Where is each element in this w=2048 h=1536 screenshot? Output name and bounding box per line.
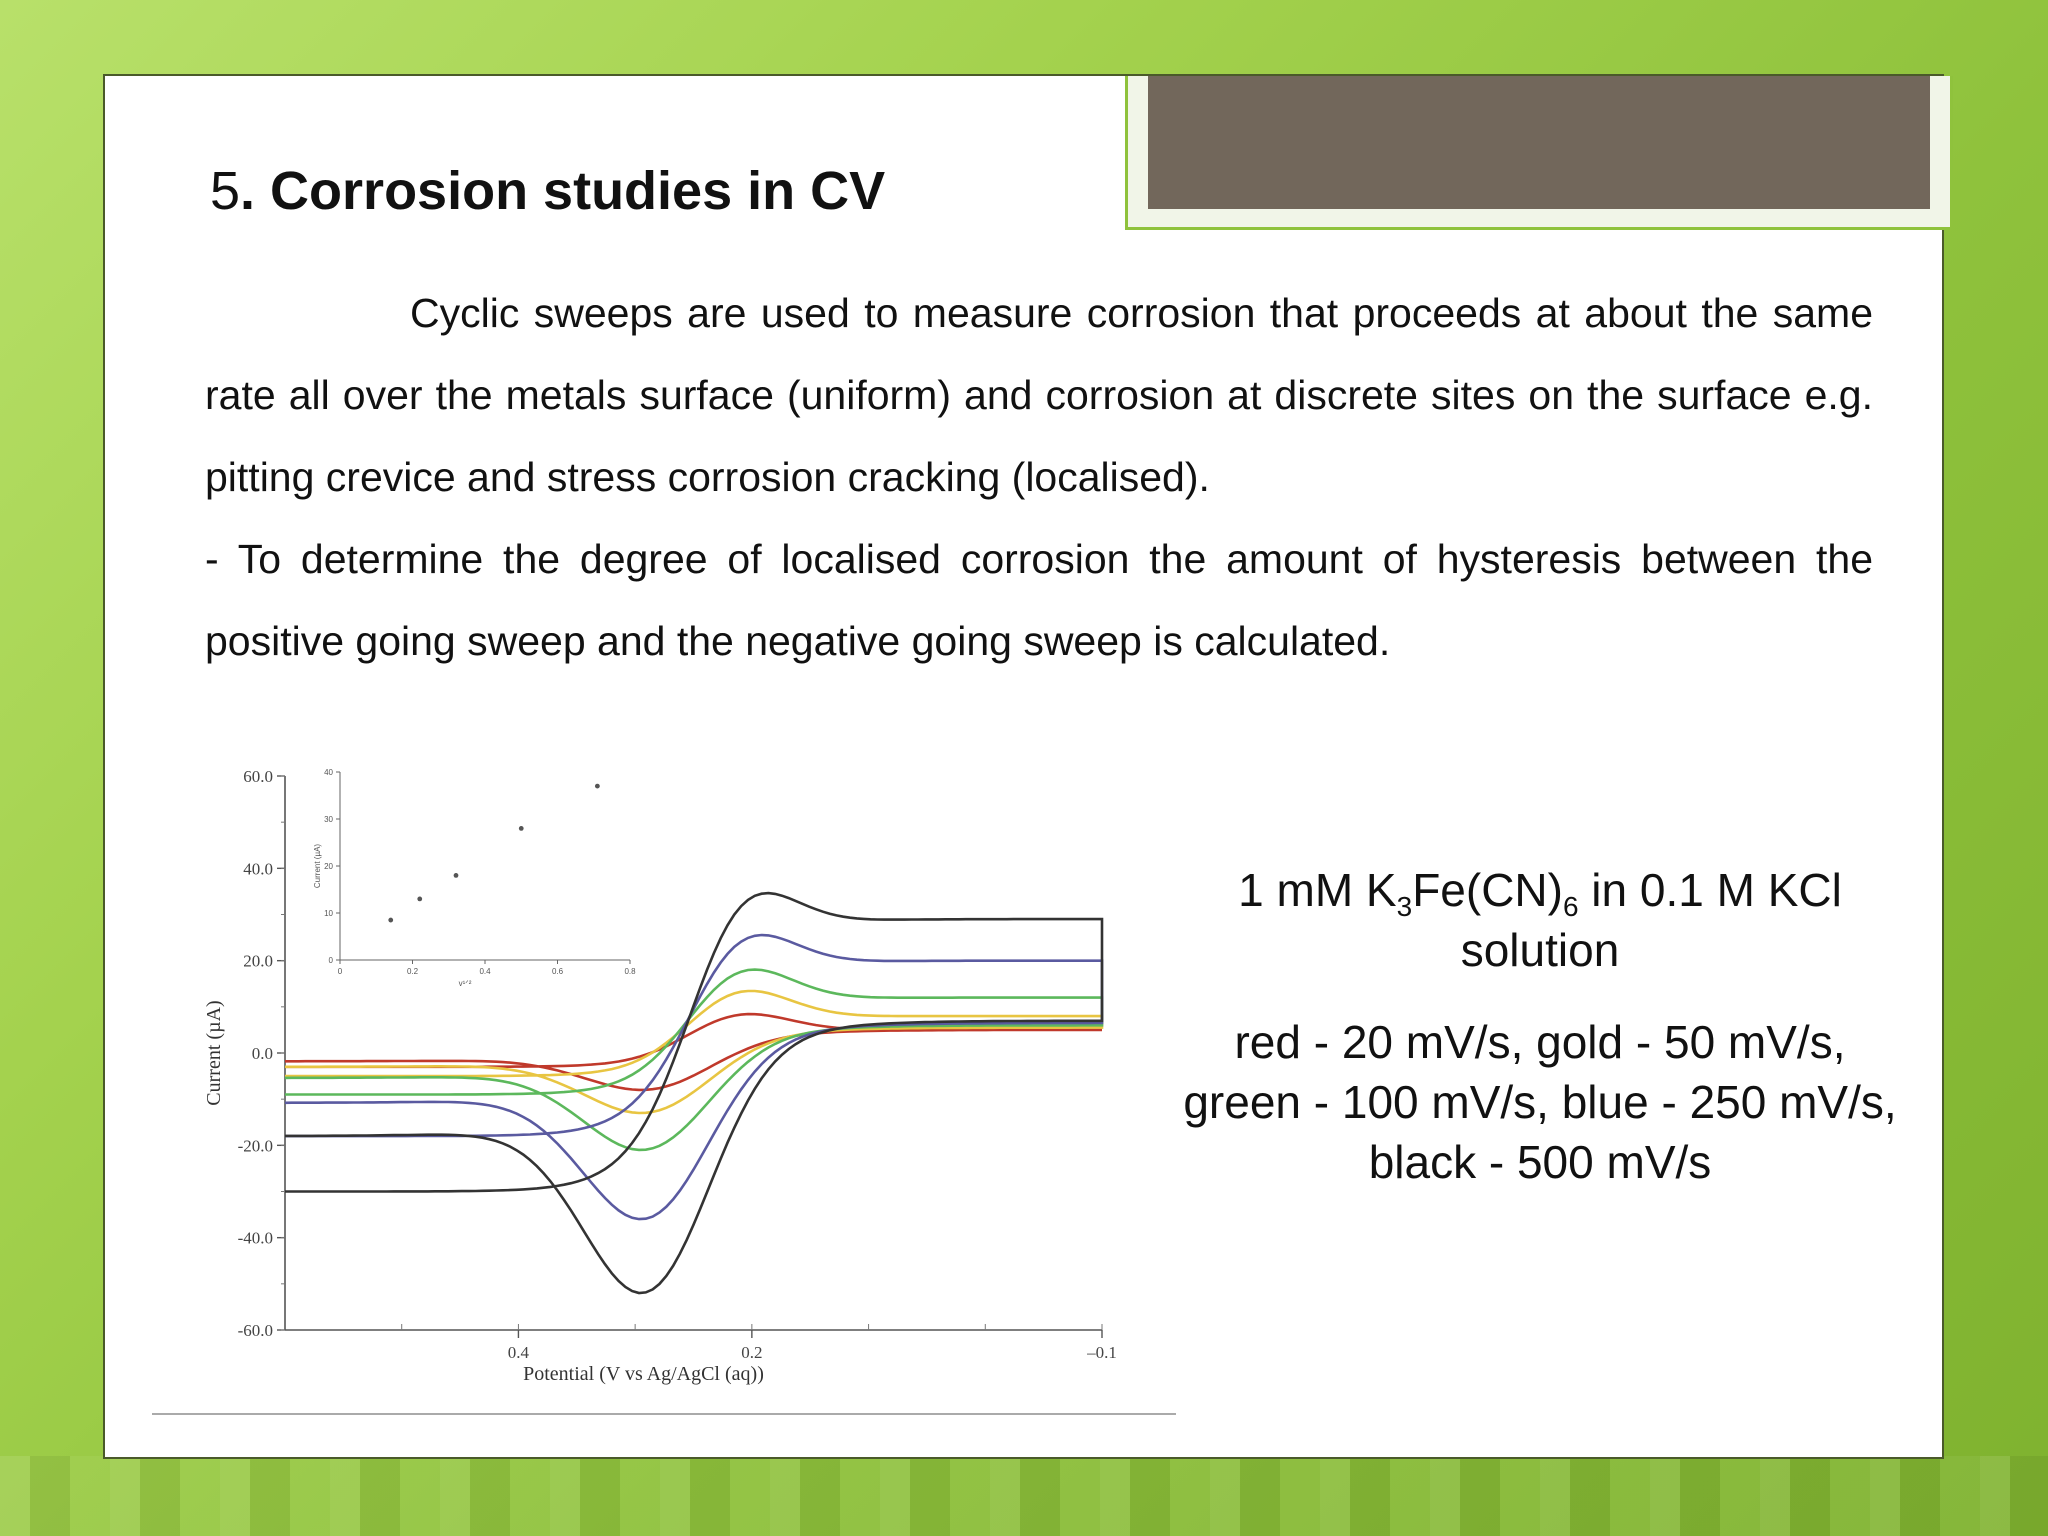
inset-y-tick-label: 20 xyxy=(324,862,333,871)
title-tab-decoration xyxy=(1125,76,1953,230)
caption-line-2: red - 20 mV/s, gold - 50 mV/s, green - 1… xyxy=(1183,1016,1897,1188)
y-tick-label: 60.0 xyxy=(243,767,273,786)
inset-point xyxy=(417,896,423,902)
inset-y-tick-label: 30 xyxy=(324,815,333,824)
inset-x-tick-label: 0.4 xyxy=(479,967,491,976)
x-tick-label: –0.1 xyxy=(1086,1343,1117,1362)
caption-part-c: in 0.1 M KCl solution xyxy=(1460,864,1842,976)
caption-sub-2: 6 xyxy=(1562,891,1579,922)
y-tick-label: 0.0 xyxy=(252,1044,273,1063)
slide-title: 5. Corrosion studies in CV xyxy=(210,160,885,222)
paragraph-2: - To determine the degree of localised c… xyxy=(205,536,1873,664)
background-stripes xyxy=(0,1456,2048,1536)
caption-sub-1: 3 xyxy=(1396,891,1413,922)
y-tick-label: 20.0 xyxy=(243,952,273,971)
y-tick-label: -60.0 xyxy=(238,1321,273,1340)
slide-panel xyxy=(103,74,1953,1459)
y-tick-label: -20.0 xyxy=(238,1136,273,1155)
y-tick-label: 40.0 xyxy=(243,859,273,878)
inset-point xyxy=(594,783,600,789)
cv-chart: 60.0 40.0 20.0 0.0 -20.0 -40.0 -60.0 0.4 0.2 –0.1… xyxy=(190,750,1180,1430)
chart-caption: 1 mM K3Fe(CN)6 in 0.1 M KCl solution red… xyxy=(1180,860,1900,1224)
inset-point xyxy=(518,826,524,831)
cv-chart-svg: 60.0 40.0 20.0 0.0 -20.0 -40.0 -60.0 0.4 0.2 –0.1… xyxy=(203,767,1117,1385)
inset-x-tick-label: 0.2 xyxy=(407,967,419,976)
y-tick-label: -40.0 xyxy=(238,1229,273,1248)
x-tick-label: 0.2 xyxy=(741,1343,762,1362)
inset-x-label: v¹ᐟ² xyxy=(459,979,472,988)
inset-point xyxy=(388,917,394,923)
inset-y-tick-label: 0 xyxy=(329,956,334,965)
y-axis-label: Current (µA) xyxy=(203,1000,225,1105)
caption-part-a: 1 mM K xyxy=(1238,864,1397,916)
title-text: . Corrosion studies in CV xyxy=(240,161,886,221)
x-axis-label: Potential (V vs Ag/AgCl (aq)) xyxy=(523,1363,764,1385)
inset-point xyxy=(453,873,459,878)
caption-line-1: 1 mM K3Fe(CN)6 in 0.1 M KCl solution xyxy=(1180,860,1900,980)
inset-y-tick-label: 10 xyxy=(324,909,333,918)
inset-y-label: Current (µA) xyxy=(313,844,322,889)
title-number: 5 xyxy=(210,161,241,221)
inset-x-tick-label: 0.6 xyxy=(552,967,564,976)
cv-series-0 xyxy=(285,1012,1102,1092)
x-tick-label: 0.4 xyxy=(508,1343,530,1362)
body-text: Cyclic sweeps are used to measure corros… xyxy=(205,272,1873,682)
paragraph-1: Cyclic sweeps are used to measure corros… xyxy=(205,290,1873,500)
chart-underline xyxy=(152,1413,1176,1415)
caption-part-b: Fe(CN) xyxy=(1412,864,1563,916)
inset-y-tick-label: 40 xyxy=(324,768,333,777)
inset-x-tick-label: 0 xyxy=(338,967,343,976)
title-tab-fill xyxy=(1148,76,1930,209)
inset-x-tick-label: 0.8 xyxy=(624,967,636,976)
cv-series-4 xyxy=(285,891,1104,1295)
